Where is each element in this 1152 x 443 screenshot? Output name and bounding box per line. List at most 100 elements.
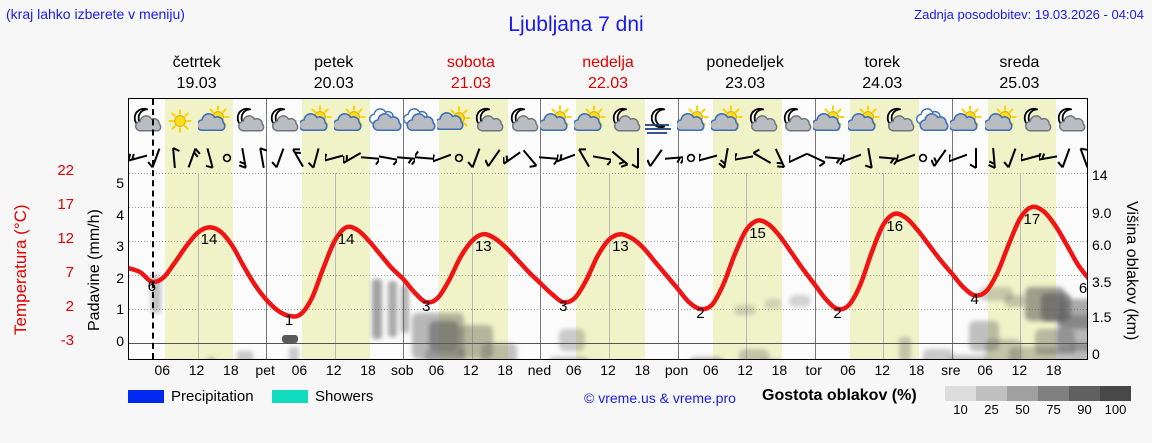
wind-barb [1075,143,1087,173]
time-axis-ticks: 06 12 18 pet 06 12 18 sob 06 12 18 ned 06 12 18 pon 06 12… [128,362,1088,380]
moon-fog-icon [642,99,676,143]
cloud-blob [151,275,161,313]
wind-barb [735,143,753,173]
showers-label: Showers [315,388,374,405]
day-date: 25.03 [999,75,1040,92]
cloud-blob [923,349,953,359]
cloud-blob [425,349,465,359]
wind-barb [467,143,485,173]
daylight-band-2 [438,99,508,359]
wind-barb [611,143,629,173]
xtick-3: pet [255,362,275,378]
cloud-density-label-50: 50 [1015,402,1030,417]
day-header-5: torek 24.03 [814,52,951,96]
xtick-19: tor [805,362,822,378]
wind-barb [753,143,771,173]
wind-barb [521,143,539,173]
wind-barb [717,143,735,173]
precip-tick-5: 0 [116,333,124,349]
temp-tick-0: 22 [57,162,74,179]
precip-tick-2: 3 [116,238,124,255]
sun-cloud-icon [334,99,368,143]
day-header-row: četrtek 19.03 petek 20.03 sobota 21.03 nedelja… [128,52,1088,96]
day-separator-2 [403,99,405,359]
cloud-density-label-10: 10 [953,402,968,417]
cloud-density-label-90: 90 [1077,402,1092,417]
cloud-blob [401,285,409,333]
cloud-blob [765,299,781,309]
sun-cloud-icon [197,99,231,143]
legend-precipitation: Precipitation [128,388,254,405]
wind-barb [699,143,717,173]
cloud-density-label-25: 25 [984,402,999,417]
xtick-18: 18 [771,362,788,378]
gridline-v [334,173,336,359]
copyright-link[interactable]: © vreme.us & vreme.pro [584,390,736,406]
wind-barb [647,143,665,173]
wind-barb [165,143,183,173]
temp-label-max-5: 13 [474,238,492,256]
wind-barb [575,143,593,173]
day-date: 22.03 [587,75,629,92]
precipitation-bar [282,334,298,343]
wind-barb [271,143,289,173]
cloud-tick-1: 9.0 [1092,204,1112,221]
temp-label-min-4: 3 [421,298,431,316]
moon-cloud-icon [608,99,642,143]
wind-barb [861,143,879,173]
temp-tick-4: 2 [65,298,74,315]
cloud-density-box-50 [1007,386,1038,401]
temp-label-max-11: 16 [886,217,904,235]
wind-barb [235,143,253,173]
xtick-1: 12 [188,362,205,378]
temp-label-max-7: 13 [612,238,629,256]
day-name: ponedeljek [706,54,784,71]
wind-barb [683,143,699,173]
cloud-blob [388,281,397,337]
temperature-curve [129,204,1087,319]
sun-cloud-icon [950,99,984,143]
moon-cloud-icon [779,99,813,143]
xtick-26: 18 [1045,362,1062,378]
wind-barb [931,143,949,173]
gridline-v [197,173,199,359]
wind-barb [665,143,683,173]
xtick-16: 06 [703,362,719,378]
temp-label-min-2: 1 [284,311,294,329]
wind-barb [967,143,985,173]
wind-barb [825,143,843,173]
cloud-density-box-100 [1100,386,1131,401]
cloud-blob [1069,343,1087,359]
wind-barb [433,143,451,173]
xtick-22: 18 [908,362,925,378]
moon-cloud-icon [1019,99,1053,143]
gridline-v [471,173,473,359]
wind-barb [985,143,1003,173]
precip-tick-1: 4 [116,206,124,223]
cloud-tick-3: 3.5 [1092,273,1112,290]
sun-cloud-icon [710,99,745,143]
cloud-blob [1009,347,1069,359]
cloud-density-scale [945,386,1131,401]
wind-barb [771,143,789,173]
wind-barb [593,143,611,173]
gridline-v [746,173,748,359]
sun-cloud-icon [847,99,882,143]
day-name: torek [864,54,901,71]
cloud-density-label-100: 100 [1104,402,1127,417]
cloud-blob [949,355,989,359]
gridline-h-4 [129,309,1087,310]
location-menu-note: (kraj lahko izberete v meniju) [6,6,185,22]
wind-barb [557,143,575,173]
moon-cloud-icon [232,99,266,143]
day-header-4: ponedeljek 23.03 [677,52,814,96]
temp-label-max-9: 15 [749,224,766,242]
wind-barb [325,143,343,173]
gridline-h-0 [129,173,1087,174]
moon-cloud-icon [129,99,163,143]
showers-swatch [272,390,308,403]
xtick-4: 06 [291,362,308,378]
cloud-icon [402,99,437,143]
temp-label-min-6: 3 [559,298,568,316]
wind-barb [183,143,201,173]
